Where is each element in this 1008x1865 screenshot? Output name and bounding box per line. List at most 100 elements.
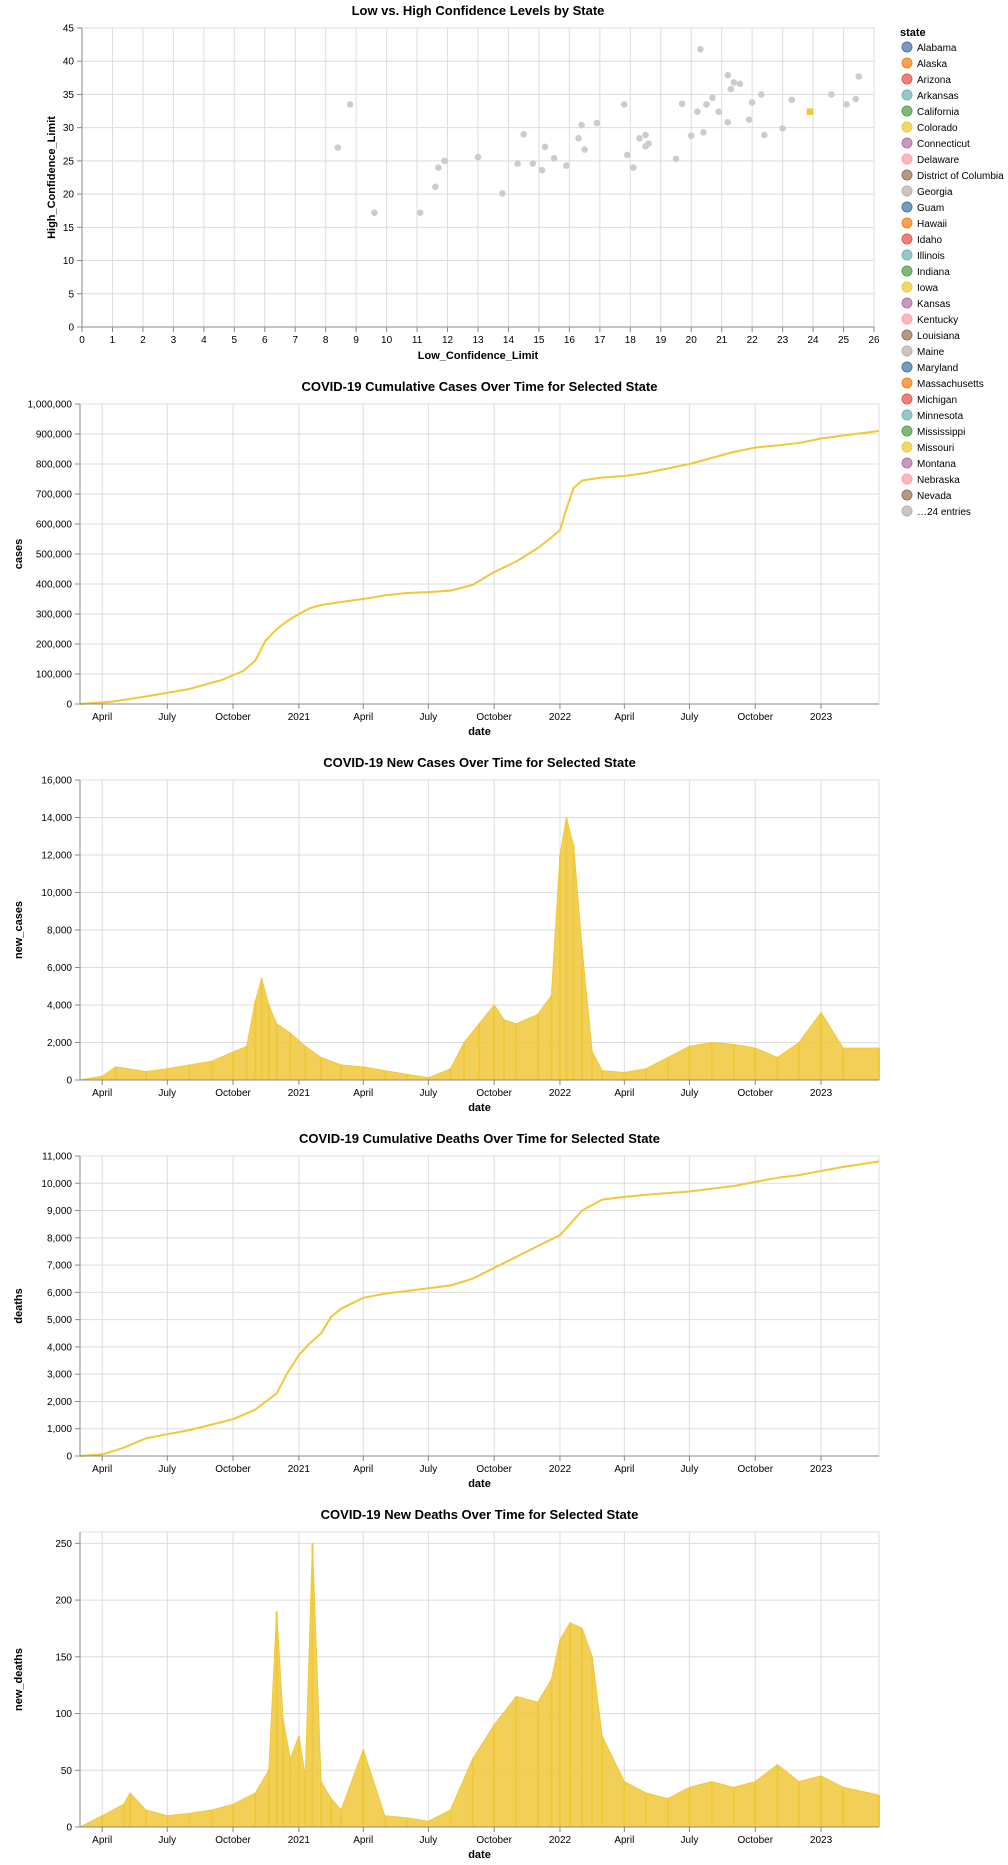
legend-item[interactable]: Colorado	[901, 121, 958, 134]
legend-item[interactable]: Delaware	[901, 153, 960, 166]
scatter-point[interactable]	[852, 95, 860, 103]
scatter-point[interactable]	[499, 190, 506, 197]
scatter-point[interactable]	[757, 91, 765, 98]
legend-item[interactable]: Massachusetts	[901, 377, 984, 390]
legend-symbol	[901, 201, 913, 213]
scatter-point[interactable]	[700, 129, 707, 136]
legend-item[interactable]: Arkansas	[901, 89, 959, 102]
legend-label: Massachusetts	[917, 379, 984, 390]
x-tick-label: 2023	[810, 1835, 833, 1846]
scatter-point[interactable]	[550, 154, 558, 162]
y-tick-label: 15	[63, 223, 75, 234]
legend-item[interactable]: Alabama	[901, 41, 957, 54]
legend-item[interactable]: District of Columbia	[901, 169, 1004, 182]
scatter-point[interactable]	[843, 101, 850, 108]
legend-item[interactable]: Montana	[901, 457, 956, 470]
scatter-point[interactable]	[855, 73, 863, 80]
y-tick-label: 0	[68, 323, 74, 334]
legend-item[interactable]: Idaho	[901, 233, 942, 246]
scatter-point[interactable]	[334, 144, 342, 151]
legend-item[interactable]: Kentucky	[901, 313, 958, 326]
legend-item[interactable]: …24 entries	[901, 505, 971, 518]
scatter-point[interactable]	[645, 140, 652, 147]
scatter-point[interactable]	[346, 101, 354, 108]
scatter-point[interactable]	[435, 164, 442, 171]
legend-item[interactable]: Michigan	[901, 393, 957, 406]
scatter-point[interactable]	[724, 119, 732, 126]
scatter-point[interactable]	[709, 94, 716, 102]
scatter-point[interactable]	[520, 131, 527, 138]
scatter-point[interactable]	[697, 45, 704, 53]
legend-item[interactable]: Mississippi	[901, 425, 965, 438]
x-tick-label: October	[737, 712, 773, 723]
series-line[interactable]	[79, 1160, 880, 1457]
legend-item[interactable]: Missouri	[901, 441, 954, 454]
scatter-point[interactable]	[416, 209, 424, 217]
scatter-point[interactable]	[761, 131, 768, 139]
legend-label: Maine	[917, 347, 945, 358]
scatter-point[interactable]	[529, 160, 537, 167]
scatter-point[interactable]	[779, 125, 786, 132]
scatter-point[interactable]	[730, 79, 738, 86]
scatter-point[interactable]	[788, 96, 796, 104]
scatter-point[interactable]	[694, 108, 701, 116]
series-line[interactable]	[79, 430, 880, 705]
scatter-point[interactable]	[371, 209, 378, 217]
scatter-point[interactable]	[581, 146, 588, 153]
legend-item[interactable]: Connecticut	[901, 137, 970, 150]
scatter-point[interactable]	[703, 101, 710, 108]
legend-item[interactable]: Georgia	[901, 185, 953, 198]
scatter-point[interactable]	[593, 119, 601, 127]
scatter-point[interactable]	[514, 160, 521, 167]
legend-item[interactable]: Illinois	[901, 249, 945, 262]
legend-item[interactable]: Nebraska	[901, 473, 960, 486]
scatter-point[interactable]	[828, 91, 835, 98]
legend-item[interactable]: Guam	[901, 201, 944, 214]
legend-symbol	[901, 105, 913, 117]
legend-item[interactable]: Nevada	[901, 489, 952, 502]
x-tick-label: 18	[625, 335, 637, 346]
scatter-point[interactable]	[736, 80, 744, 88]
scatter-point[interactable]	[620, 101, 628, 108]
scatter-point[interactable]	[538, 166, 546, 174]
y-tick-label: 16,000	[41, 776, 72, 787]
scatter-point[interactable]	[687, 132, 695, 139]
scatter-point[interactable]	[575, 134, 582, 142]
legend-item[interactable]: Kansas	[901, 297, 950, 310]
scatter-point[interactable]	[623, 151, 631, 159]
series-area[interactable]	[79, 1543, 880, 1828]
legend-item[interactable]: Louisiana	[901, 329, 960, 342]
legend-item[interactable]: Alaska	[901, 57, 947, 70]
legend-item[interactable]: Arizona	[901, 73, 951, 86]
scatter-point[interactable]	[432, 183, 439, 191]
scatter-point[interactable]	[672, 155, 680, 163]
scatter-point[interactable]	[715, 108, 722, 116]
x-tick-label: 2022	[549, 1835, 572, 1846]
scatter-point[interactable]	[474, 153, 482, 161]
legend-item[interactable]: Minnesota	[901, 409, 964, 422]
legend-item[interactable]: California	[901, 105, 960, 118]
scatter-point[interactable]	[441, 157, 448, 165]
scatter-point[interactable]	[745, 116, 753, 123]
legend-item[interactable]: Indiana	[901, 265, 950, 278]
scatter-point-selected[interactable]	[806, 108, 814, 116]
scatter-point[interactable]	[578, 121, 585, 129]
scatter-point[interactable]	[541, 143, 549, 151]
legend-item[interactable]: Hawaii	[901, 217, 947, 230]
scatter-point[interactable]	[678, 100, 686, 108]
legend-item[interactable]: Iowa	[901, 281, 939, 294]
scatter-point[interactable]	[727, 85, 735, 93]
legend-symbol	[901, 249, 913, 261]
scatter-point[interactable]	[563, 162, 570, 169]
x-tick-label: 9	[353, 335, 359, 346]
legend-item[interactable]: Maryland	[901, 361, 958, 374]
scatter-point[interactable]	[642, 131, 649, 139]
scatter-point[interactable]	[748, 99, 756, 106]
scatter-point[interactable]	[724, 71, 732, 79]
scatter-point[interactable]	[630, 164, 637, 171]
scatter-point[interactable]	[636, 134, 643, 142]
legend-item[interactable]: Maine	[901, 345, 945, 358]
legend-label: Mississippi	[917, 427, 965, 438]
y-tick-label: 4,000	[47, 1342, 72, 1353]
x-tick-label: 8	[323, 335, 329, 346]
